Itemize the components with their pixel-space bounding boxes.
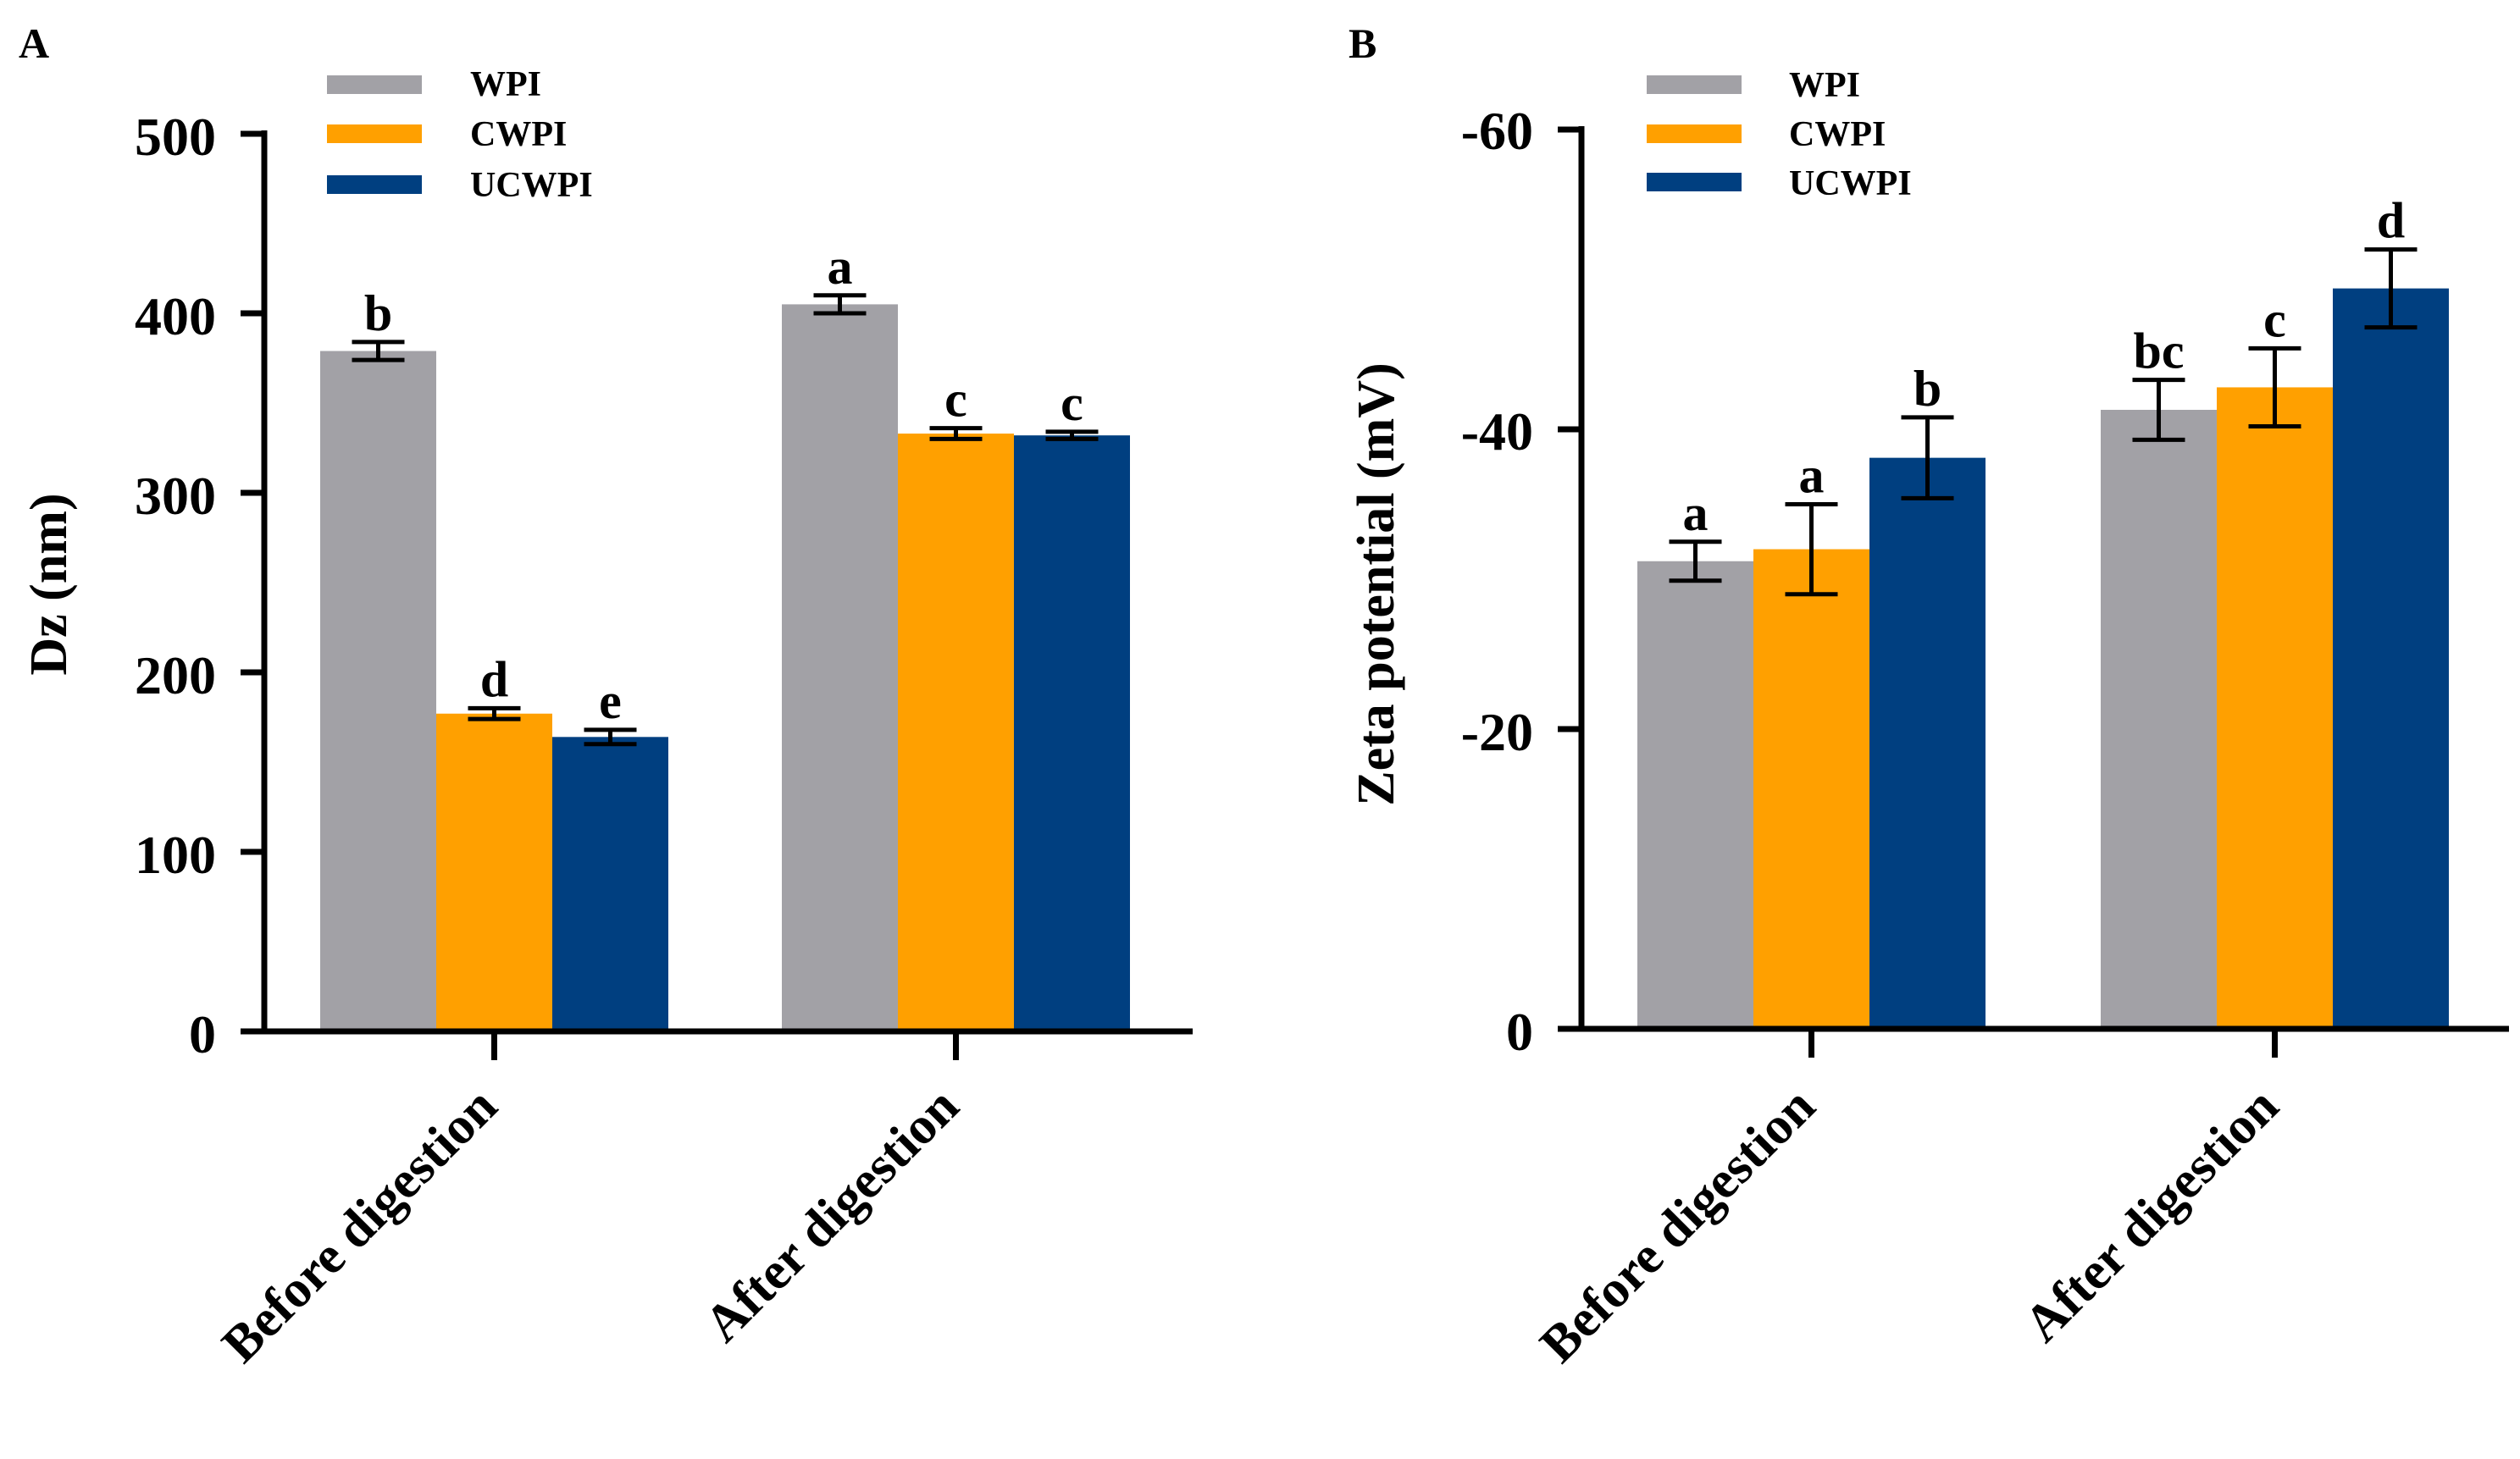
panel-a-plot-area: b d e a c c [241, 130, 1193, 1060]
bar-cwpi-before [436, 713, 552, 1031]
y-tick-label: 0 [189, 1004, 216, 1064]
bar-wpi-after [2101, 409, 2217, 1029]
panel-b-category-labels: Before digestion After digestion [1529, 1077, 2289, 1373]
significance-letter: bc [2134, 323, 2185, 379]
panel-b-y-axis-title: Zeta potential (mV) [1348, 362, 1405, 805]
bar-cwpi-after [898, 434, 1014, 1031]
panel-a: A WPI CWPI UCWPI Dz (nm) 0 100 200 300 4… [19, 19, 1193, 1373]
significance-letter: e [599, 673, 622, 729]
bar-wpi-after [782, 304, 898, 1031]
panel-a-label: A [19, 19, 49, 67]
x-category-label: After digestion [2013, 1077, 2290, 1353]
bar-ucwpi-before [1869, 457, 1986, 1029]
significance-letter: b [364, 285, 392, 341]
y-tick-label: 400 [135, 286, 216, 346]
legend-label-wpi: WPI [470, 65, 541, 104]
legend-swatch-ucwpi [1647, 173, 1742, 191]
panel-a-legend: WPI CWPI UCWPI [327, 65, 593, 205]
legend-swatch-cwpi [1647, 124, 1742, 143]
bar-cwpi-before [1753, 549, 1869, 1029]
significance-letter: d [2377, 193, 2405, 249]
legend-swatch-ucwpi [327, 175, 422, 194]
panel-a-category-labels: Before digestion After digestion [211, 1077, 969, 1373]
significance-letter: d [480, 651, 508, 707]
y-tick-label: 200 [135, 645, 216, 705]
significance-letter: a [1683, 485, 1709, 541]
significance-letter: b [1914, 361, 1941, 417]
bar-wpi-before [320, 351, 436, 1031]
bar-wpi-before [1637, 561, 1753, 1029]
significance-letter: c [1061, 375, 1083, 431]
y-tick-label: 300 [135, 466, 216, 526]
y-tick-label: -40 [1461, 401, 1533, 461]
legend-swatch-cwpi [327, 124, 422, 143]
panel-a-y-axis-title: Dz (nm) [20, 493, 78, 675]
bar-cwpi-after [2217, 387, 2333, 1029]
panel-b-label: B [1349, 19, 1376, 67]
bar-ucwpi-after [1014, 435, 1130, 1031]
y-tick-label: 100 [135, 825, 216, 885]
y-tick-label: -20 [1461, 702, 1533, 762]
panel-b-legend: WPI CWPI UCWPI [1647, 66, 1912, 203]
bar-ucwpi-before [552, 737, 668, 1031]
legend-label-cwpi: CWPI [1789, 115, 1886, 154]
legend-swatch-wpi [1647, 75, 1742, 94]
significance-letter: a [828, 239, 853, 295]
x-category-label: Before digestion [211, 1077, 507, 1373]
legend-label-wpi: WPI [1789, 66, 1860, 105]
legend-swatch-wpi [327, 75, 422, 94]
panel-a-y-tick-labels: 0 100 200 300 400 500 [135, 107, 216, 1064]
significance-letter: a [1799, 448, 1825, 504]
y-tick-label: -60 [1461, 101, 1533, 161]
y-tick-label: 0 [1506, 1002, 1533, 1062]
significance-letter: c [2263, 291, 2286, 347]
panel-b: B WPI CWPI UCWPI Zeta potential (mV) 0 -… [1348, 19, 2509, 1373]
x-category-label: Before digestion [1529, 1077, 1825, 1373]
panel-b-y-tick-labels: 0 -20 -40 -60 [1461, 101, 1533, 1062]
y-tick-label: 500 [135, 107, 216, 167]
legend-label-ucwpi: UCWPI [1789, 164, 1912, 203]
panel-b-plot-area: a a b bc c d [1558, 126, 2509, 1058]
bar-ucwpi-after [2333, 288, 2449, 1029]
x-category-label: After digestion [694, 1077, 970, 1353]
legend-label-cwpi: CWPI [470, 115, 567, 154]
legend-label-ucwpi: UCWPI [470, 166, 593, 205]
significance-letter: c [944, 372, 967, 428]
